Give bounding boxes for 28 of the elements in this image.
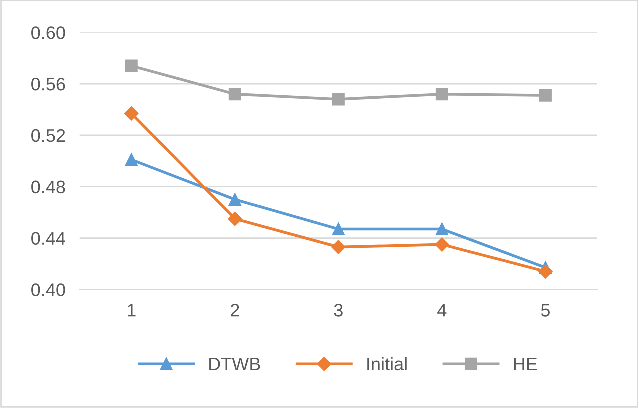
y-tick-label: 0.52 (32, 129, 66, 142)
point (332, 240, 346, 254)
y-tick-label: 0.56 (32, 78, 66, 91)
point (124, 106, 139, 121)
x-tick-label: 1 (128, 304, 136, 317)
point (125, 154, 138, 166)
y-tick-label: 0.44 (32, 232, 66, 245)
legend-label: DTWB (210, 358, 260, 370)
y-tick-label: 0.48 (32, 180, 66, 194)
point (332, 223, 345, 236)
point (332, 93, 345, 106)
x-tick-label: 4 (438, 304, 447, 317)
point (538, 264, 553, 279)
point (436, 223, 448, 236)
y-tick-label: 0.60 (32, 26, 66, 40)
point (125, 60, 138, 72)
point (228, 212, 242, 226)
x-tick-label: 3 (334, 304, 343, 317)
legend-label: HE (514, 358, 538, 370)
point (539, 89, 552, 102)
legend-label: Initial (368, 357, 407, 371)
point (228, 193, 242, 206)
x-tick-label: 5 (541, 304, 550, 317)
y-tick-label: 0.40 (32, 284, 66, 296)
x-tick-label: 2 (231, 304, 240, 317)
point (436, 88, 448, 101)
point (435, 238, 450, 252)
point (228, 88, 242, 101)
